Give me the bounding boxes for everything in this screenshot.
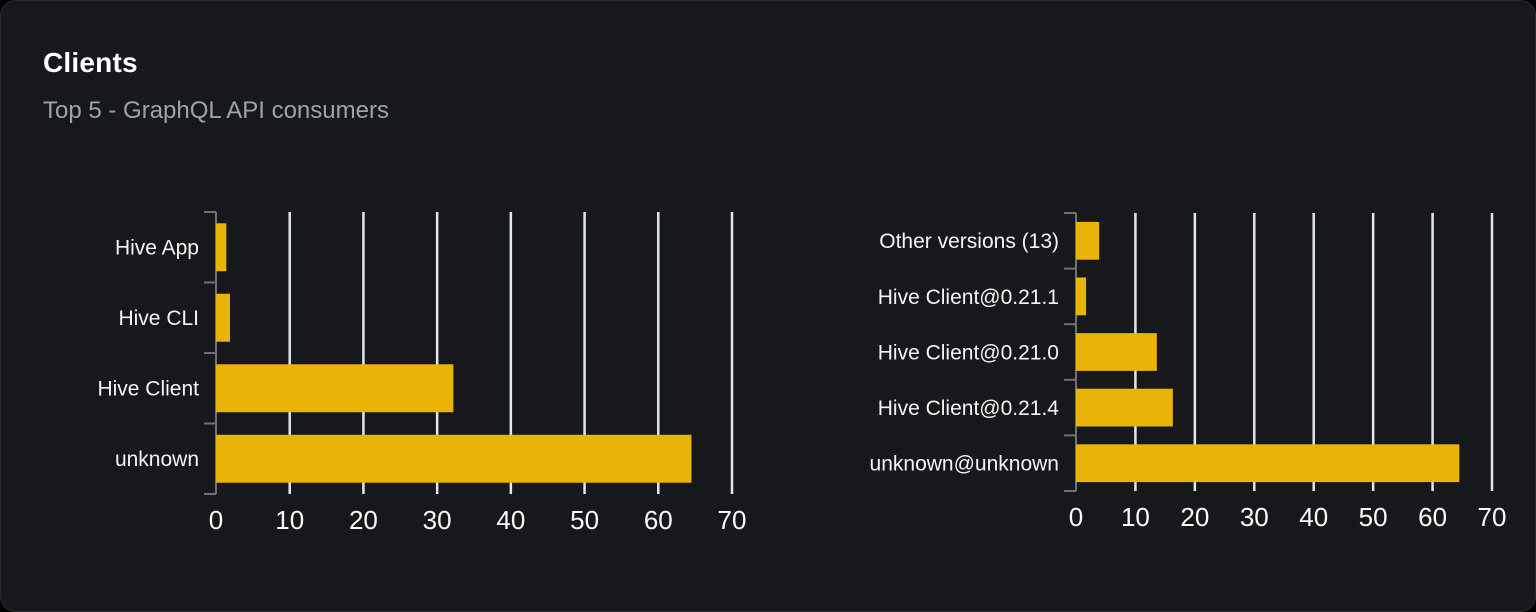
x-tick-label: 30 <box>423 505 452 535</box>
x-tick-label: 60 <box>644 505 673 535</box>
x-tick-label: 70 <box>718 505 747 535</box>
bar-other-versions-13-[interactable] <box>1076 221 1100 260</box>
category-label: unknown@unknown <box>870 453 1059 476</box>
x-tick-label: 40 <box>1299 502 1328 532</box>
category-label: Hive Client <box>97 378 199 401</box>
x-tick-label: 50 <box>1359 502 1388 532</box>
x-tick-label: 10 <box>275 505 304 535</box>
x-tick-label: 30 <box>1240 502 1269 532</box>
x-tick-label: 40 <box>496 505 525 535</box>
bar-hive-client-0.21.0[interactable] <box>1076 333 1157 371</box>
bar-hive-client-0.21.4[interactable] <box>1076 388 1173 427</box>
bar-chart-1: Other versions (13) Hive Client@0.21.1 Hiv… <box>870 212 1507 532</box>
bar-chart-0: Hive App Hive CLI Hive Client unknown 0 10 20 3… <box>97 211 747 535</box>
x-tick-label: 20 <box>1180 502 1209 532</box>
bar-hive-client[interactable] <box>216 364 454 413</box>
bar-hive-client-0.21.1[interactable] <box>1076 277 1087 316</box>
category-label: Other versions (13) <box>879 230 1059 253</box>
category-label: Hive CLI <box>118 307 199 330</box>
bar-hive-app[interactable] <box>216 223 227 272</box>
bar-unknown-unknown[interactable] <box>1076 444 1460 483</box>
x-tick-label: 10 <box>1121 502 1150 532</box>
x-tick-label: 0 <box>1069 502 1083 532</box>
x-tick-label: 70 <box>1478 502 1507 532</box>
category-label: Hive Client@0.21.0 <box>878 341 1059 364</box>
category-label: Hive Client@0.21.4 <box>878 397 1060 420</box>
x-tick-label: 60 <box>1418 502 1447 532</box>
bar-unknown[interactable] <box>216 434 692 483</box>
x-tick-label: 0 <box>209 505 223 535</box>
panel-title: Clients <box>43 47 138 78</box>
x-tick-label: 50 <box>570 505 599 535</box>
bar-hive-cli[interactable] <box>216 293 231 342</box>
category-label: Hive App <box>115 237 199 260</box>
panel-subtitle: Top 5 - GraphQL API consumers <box>43 97 389 124</box>
category-label: unknown <box>115 448 199 471</box>
category-label: Hive Client@0.21.1 <box>878 286 1059 309</box>
x-tick-label: 20 <box>349 505 378 535</box>
